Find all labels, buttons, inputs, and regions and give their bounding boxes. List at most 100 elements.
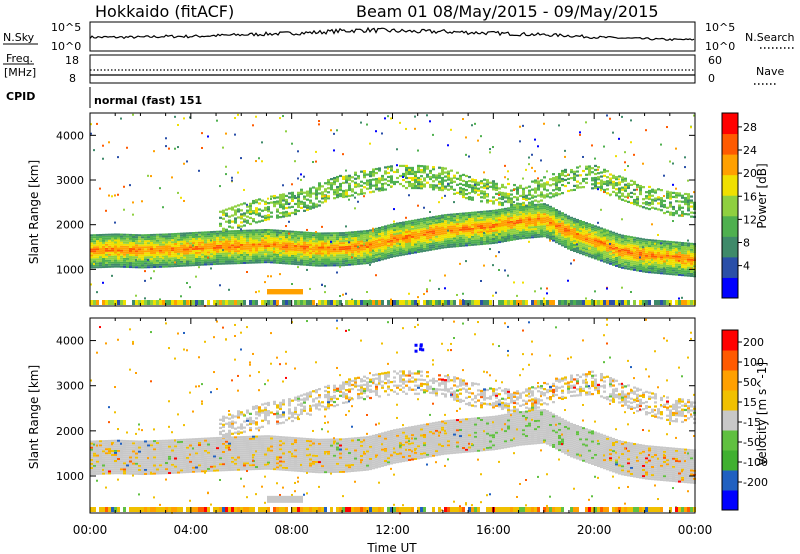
power-cell (378, 241, 381, 244)
power-cell (378, 231, 381, 234)
power-cell (486, 183, 489, 186)
power-cell (528, 220, 531, 223)
power-cell (444, 232, 447, 235)
power-cell (321, 246, 324, 249)
power-cell (351, 194, 354, 197)
power-speck (462, 292, 464, 295)
power-cell (378, 233, 381, 236)
power-cell (582, 239, 585, 242)
power-cell (474, 211, 477, 214)
power-cell (282, 238, 285, 241)
power-cell (612, 233, 615, 236)
power-cell (540, 217, 543, 220)
power-cell (315, 187, 318, 190)
power-cell (336, 254, 339, 257)
power-cell (207, 263, 210, 266)
power-cell (165, 249, 168, 252)
power-cell (174, 265, 177, 268)
power-cell (174, 263, 177, 266)
power-cell (474, 221, 477, 224)
power-cell (249, 241, 252, 244)
power-cell (498, 212, 501, 215)
power-cell (342, 193, 345, 197)
power-speck (315, 160, 317, 163)
power-speck (444, 287, 446, 290)
power-speck (183, 117, 185, 120)
power-cell (231, 236, 234, 239)
power-cell (477, 243, 480, 246)
power-cell (540, 179, 543, 182)
power-cell (240, 221, 243, 224)
power-speck (471, 124, 473, 127)
power-cell (339, 250, 342, 253)
power-cell (393, 243, 396, 246)
power-cell (249, 249, 252, 252)
power-cell (423, 177, 426, 180)
power-cell (240, 209, 243, 212)
power-cell (348, 245, 351, 248)
power-cell (168, 265, 171, 268)
power-cell (519, 194, 522, 198)
power-cell (243, 249, 246, 252)
power-cell (333, 260, 336, 263)
power-cell (495, 186, 498, 189)
power-cell (603, 236, 606, 239)
power-speck (447, 229, 449, 232)
power-cell (234, 217, 237, 220)
power-cell (654, 271, 657, 274)
power-cell (483, 184, 486, 187)
power-cell (402, 221, 405, 224)
power-cell (531, 218, 534, 221)
power-cell (159, 255, 162, 258)
power-cell (558, 238, 561, 241)
power-cell (156, 261, 159, 264)
power-cell (591, 254, 594, 257)
power-cell (213, 259, 216, 262)
power-cell (459, 238, 462, 241)
power-cell (498, 210, 501, 213)
power-cell (546, 300, 549, 305)
power-cell (351, 190, 354, 193)
power-cell (291, 248, 294, 251)
power-cell (591, 187, 594, 190)
power-cell (408, 226, 411, 229)
power-cell (567, 215, 570, 218)
power-cell (576, 180, 579, 183)
power-cell (669, 246, 672, 249)
power-cell (210, 241, 213, 244)
power-cell (180, 262, 183, 265)
power-cell (171, 233, 174, 236)
power-cell (132, 264, 135, 267)
power-cell (591, 234, 594, 237)
power-cell (453, 235, 456, 238)
power-cell (90, 234, 93, 237)
power-cell (261, 239, 264, 242)
power-cell (348, 263, 351, 266)
power-cell (339, 188, 342, 192)
power-cell (231, 250, 234, 253)
power-cell (192, 254, 195, 257)
power-cell (318, 234, 321, 237)
power-cell (333, 240, 336, 243)
power-cell (459, 176, 462, 179)
power-cell (408, 246, 411, 249)
power-cell (549, 207, 552, 210)
power-speck (447, 144, 449, 147)
power-cell (90, 262, 93, 265)
power-cell (291, 193, 294, 196)
power-cell (174, 232, 177, 235)
power-cell (441, 240, 444, 243)
power-cell (273, 194, 276, 198)
power-cell (381, 242, 384, 245)
power-cell (630, 183, 633, 186)
power-cell (255, 245, 258, 248)
power-cell (141, 258, 144, 261)
power-cell (588, 237, 591, 240)
power-cell (342, 238, 345, 241)
power-cell (453, 192, 456, 195)
power-cell (264, 200, 267, 203)
power-cell (342, 240, 345, 243)
power-cell (246, 257, 249, 260)
power-cell (393, 233, 396, 236)
power-cell (384, 251, 387, 254)
